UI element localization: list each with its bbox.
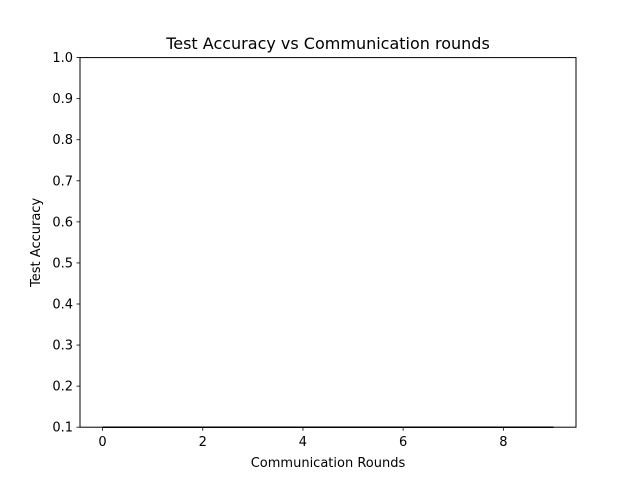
y-tick-label: 0.1	[52, 421, 73, 436]
x-axis: 0 2 4 6 8	[98, 427, 507, 450]
y-tick-label: 0.4	[52, 298, 73, 313]
y-tick-label: 0.5	[52, 256, 73, 271]
y-axis: 0.1 0.2 0.3 0.4 0.5 0.6 0.7 0.8 0.9 1.0	[52, 51, 80, 436]
y-tick-label: 0.9	[52, 92, 73, 107]
x-axis-label: Communication Rounds	[251, 456, 406, 471]
x-tick-label: 0	[98, 435, 106, 450]
y-tick-label: 0.3	[52, 339, 73, 354]
y-axis-label: Test Accuracy	[29, 198, 44, 288]
x-tick-label: 4	[299, 435, 307, 450]
y-tick-label: 0.6	[52, 215, 73, 230]
plot-area-frame	[79, 57, 577, 428]
y-tick-label: 0.8	[52, 133, 73, 148]
chart-title: Test Accuracy vs Communication rounds	[165, 34, 490, 53]
x-tick-label: 8	[499, 435, 507, 450]
y-tick-label: 0.7	[52, 174, 73, 189]
y-tick-label: 1.0	[52, 51, 73, 66]
x-tick-label: 2	[199, 435, 207, 450]
y-tick-label: 0.2	[52, 380, 73, 395]
x-tick-label: 6	[399, 435, 407, 450]
